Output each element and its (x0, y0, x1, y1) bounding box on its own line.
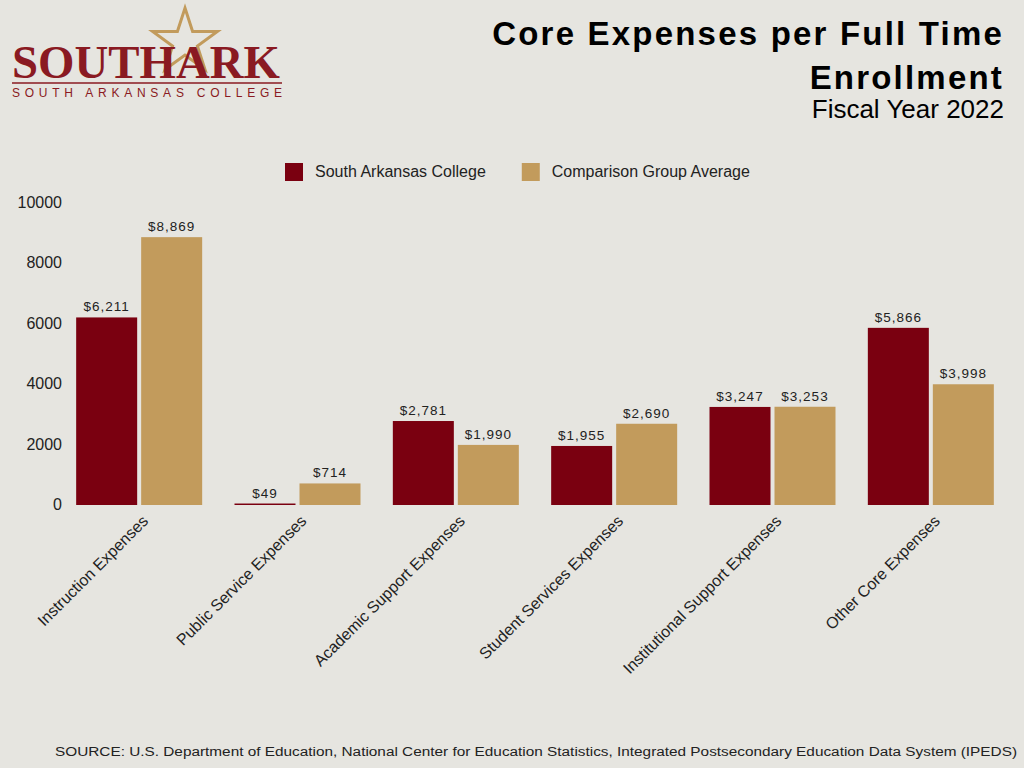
bar (458, 445, 519, 505)
x-tick-label: Institutional Support Expenses (620, 512, 785, 677)
y-tick-label: 10000 (18, 194, 63, 211)
x-tick-label: Academic Support Expenses (311, 512, 468, 669)
bar (393, 421, 454, 505)
legend-label: South Arkansas College (315, 163, 486, 180)
bars (76, 237, 994, 505)
x-axis: Instruction ExpensesPublic Service Expen… (34, 512, 943, 677)
bar (235, 504, 296, 505)
legend-swatch (285, 163, 303, 181)
logo-subtitle: SOUTH ARKANSAS COLLEGE (12, 86, 282, 100)
data-label: $5,866 (875, 310, 922, 325)
x-tick-label: Public Service Expenses (173, 512, 310, 649)
data-label: $1,955 (558, 428, 605, 443)
bar (141, 237, 202, 505)
logo-text: SOUTHARK (12, 37, 280, 88)
bar (775, 407, 836, 505)
data-label: $2,690 (623, 406, 670, 421)
data-label: $3,998 (940, 366, 987, 381)
bar (551, 446, 612, 505)
bar (868, 328, 929, 505)
data-label: $2,781 (400, 403, 447, 418)
title: Core Expenses per Full Time Enrollment (484, 12, 1004, 100)
data-label: $8,869 (148, 219, 195, 234)
logo-rule (12, 82, 282, 84)
y-axis: 0 2000 4000 6000 8000 10000 (18, 194, 63, 513)
data-label: $49 (252, 486, 278, 501)
source: SOURCE: U.S. Department of Education, Na… (55, 745, 1017, 759)
legend-swatch (522, 163, 540, 181)
y-tick-label: 2000 (26, 436, 62, 453)
bar (300, 483, 361, 505)
data-label: $714 (313, 465, 347, 480)
data-label: $6,211 (84, 299, 130, 314)
legend: South Arkansas College Comparison Group A… (285, 163, 750, 181)
bar (710, 407, 771, 505)
y-tick-label: 6000 (26, 315, 62, 332)
logo: SOUTHARKSOUTH ARKANSAS COLLEGE (12, 8, 282, 100)
x-tick-label: Other Core Expenses (822, 512, 943, 633)
bar (76, 317, 137, 505)
x-tick-label: Instruction Expenses (34, 512, 151, 629)
y-tick-label: 4000 (26, 375, 62, 392)
chart: SOUTHARKSOUTH ARKANSAS COLLEGE South Arka… (0, 0, 1024, 768)
bar (933, 384, 994, 505)
data-labels: $6,211 $49 $2,781 $1,955 $3,247 $5,866 $8,869 $… (84, 219, 987, 500)
data-label: $3,253 (781, 389, 828, 404)
bar (616, 424, 677, 505)
y-tick-label: 8000 (26, 254, 62, 271)
y-tick-label: 0 (53, 496, 62, 513)
data-label: $1,990 (465, 427, 512, 442)
subtitle: Fiscal Year 2022 (812, 94, 1004, 125)
legend-label: Comparison Group Average (552, 163, 750, 180)
data-label: $3,247 (716, 389, 763, 404)
x-tick-label: Student Services Expenses (476, 512, 626, 662)
